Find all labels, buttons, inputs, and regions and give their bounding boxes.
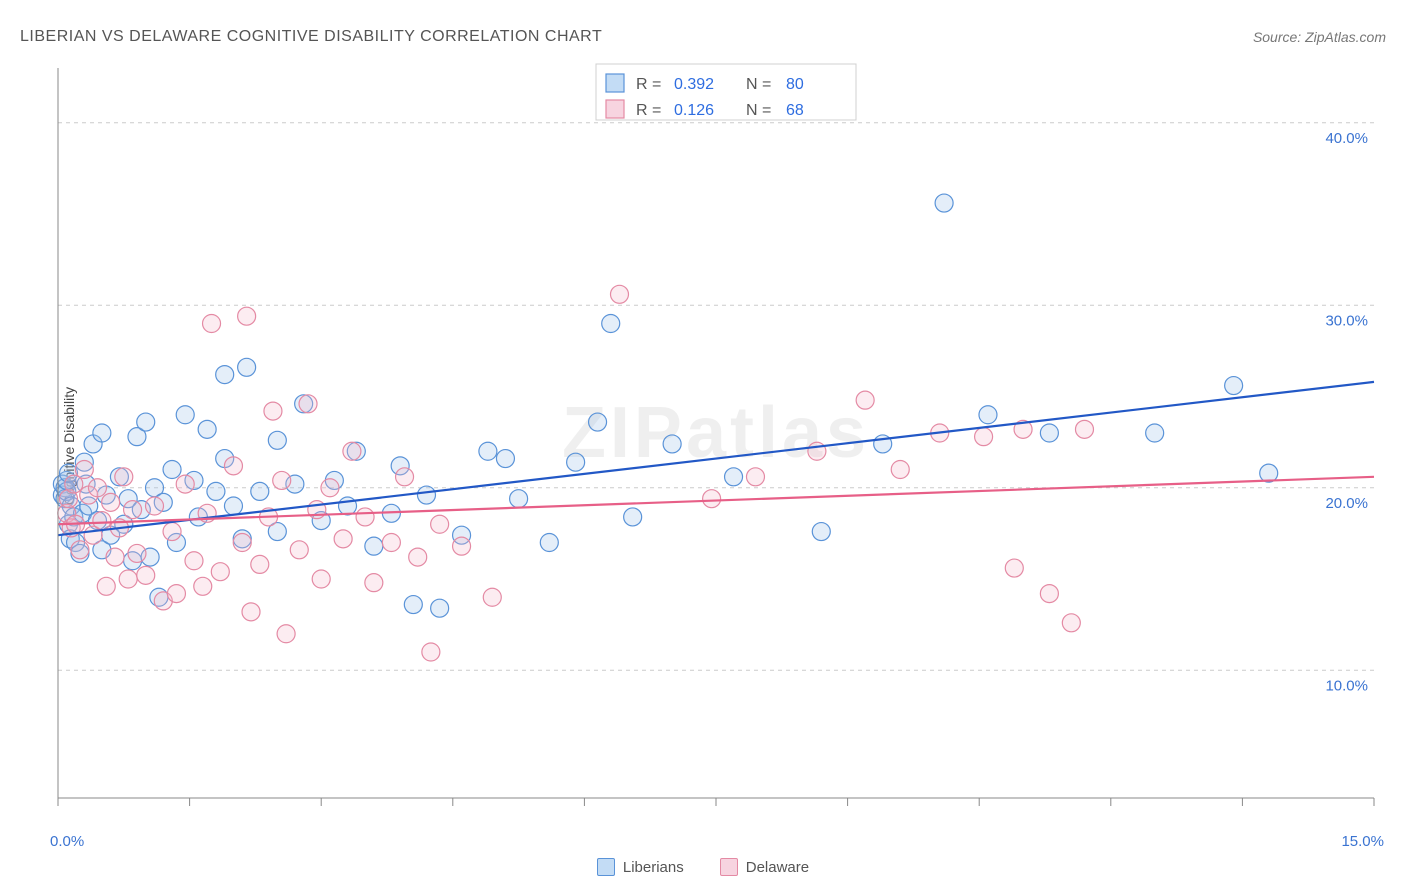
- svg-text:R =: R =: [636, 102, 661, 119]
- header: LIBERIAN VS DELAWARE COGNITIVE DISABILIT…: [20, 22, 1386, 52]
- svg-text:R =: R =: [636, 76, 661, 93]
- bottom-legend: Liberians Delaware: [0, 858, 1406, 876]
- chart-area: 10.0% 20.0% 30.0% 40.0% ZIPatlas R = 0.392 N = 8…: [48, 58, 1384, 828]
- legend-swatch-liberians: [597, 858, 615, 876]
- chart-container: LIBERIAN VS DELAWARE COGNITIVE DISABILIT…: [0, 0, 1406, 892]
- svg-text:68: 68: [786, 102, 804, 119]
- legend-label: Delaware: [746, 859, 809, 876]
- svg-text:80: 80: [786, 76, 804, 93]
- source-attribution: Source: ZipAtlas.com: [1253, 29, 1386, 45]
- legend-label: Liberians: [623, 859, 684, 876]
- scatter-chart: 10.0% 20.0% 30.0% 40.0% ZIPatlas R = 0.392 N = 8…: [48, 58, 1384, 828]
- svg-text:N =: N =: [746, 76, 771, 93]
- svg-text:0.392: 0.392: [674, 76, 714, 93]
- legend-swatch-delaware: [720, 858, 738, 876]
- svg-text:10.0%: 10.0%: [1325, 677, 1368, 694]
- svg-text:40.0%: 40.0%: [1325, 130, 1368, 147]
- svg-text:ZIPatlas: ZIPatlas: [562, 393, 870, 473]
- legend-item-delaware: Delaware: [720, 858, 809, 876]
- x-axis-min-label: 0.0%: [50, 833, 84, 850]
- x-axis-max-label: 15.0%: [1341, 833, 1384, 850]
- svg-text:0.126: 0.126: [674, 102, 714, 119]
- legend-item-liberians: Liberians: [597, 858, 684, 876]
- svg-text:N =: N =: [746, 102, 771, 119]
- chart-title: LIBERIAN VS DELAWARE COGNITIVE DISABILIT…: [20, 28, 602, 46]
- svg-text:20.0%: 20.0%: [1325, 495, 1368, 512]
- svg-text:30.0%: 30.0%: [1325, 312, 1368, 329]
